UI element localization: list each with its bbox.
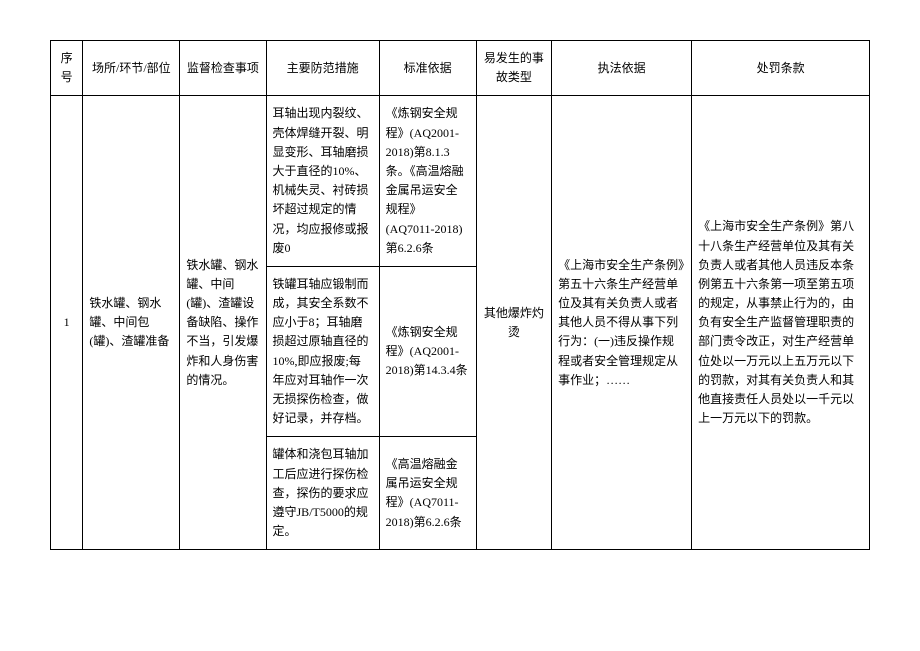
cell-accident: 其他爆炸灼烫 (476, 96, 551, 550)
cell-law: 《上海市安全生产条例》第五十六条生产经营单位及其有关负责人或者其他人员不得从事下… (552, 96, 692, 550)
cell-measure: 罐体和浇包耳轴加工后应进行探伤检查，探伤的要求应遵守JB/T5000的规定。 (266, 437, 379, 550)
cell-measure: 耳轴出现内裂纹、壳体焊缝开裂、明显变形、耳轴磨损大于直径的10%、机械失灵、衬砖… (266, 96, 379, 267)
cell-penalty: 《上海市安全生产条例》第八十八条生产经营单位及其有关负责人或者其他人员违反本条例… (692, 96, 870, 550)
regulation-table: 序号 场所/环节/部位 监督检查事项 主要防范措施 标准依据 易发生的事故类型 … (50, 40, 870, 550)
header-supervise: 监督检查事项 (180, 41, 266, 96)
cell-place: 铁水罐、钢水罐、中间包(罐)、渣罐准备 (83, 96, 180, 550)
header-law: 执法依据 (552, 41, 692, 96)
cell-seq: 1 (51, 96, 83, 550)
header-seq: 序号 (51, 41, 83, 96)
cell-standard: 《炼钢安全规程》(AQ2001-2018)第14.3.4条 (379, 266, 476, 437)
cell-supervise: 铁水罐、钢水罐、中间(罐)、渣罐设备缺陷、操作不当，引发爆炸和人身伤害的情况。 (180, 96, 266, 550)
cell-standard: 《高温熔融金属吊运安全规程》(AQ7011-2018)第6.2.6条 (379, 437, 476, 550)
cell-measure: 铁罐耳轴应锻制而成，其安全系数不应小于8；耳轴磨损超过原轴直径的10%,即应报废… (266, 266, 379, 437)
header-accident: 易发生的事故类型 (476, 41, 551, 96)
header-measure: 主要防范措施 (266, 41, 379, 96)
table-row: 1 铁水罐、钢水罐、中间包(罐)、渣罐准备 铁水罐、钢水罐、中间(罐)、渣罐设备… (51, 96, 870, 267)
header-standard: 标准依据 (379, 41, 476, 96)
table-header-row: 序号 场所/环节/部位 监督检查事项 主要防范措施 标准依据 易发生的事故类型 … (51, 41, 870, 96)
header-penalty: 处罚条款 (692, 41, 870, 96)
header-place: 场所/环节/部位 (83, 41, 180, 96)
cell-standard: 《炼钢安全规程》(AQ2001-2018)第8.1.3条。《高温熔融金属吊运安全… (379, 96, 476, 267)
